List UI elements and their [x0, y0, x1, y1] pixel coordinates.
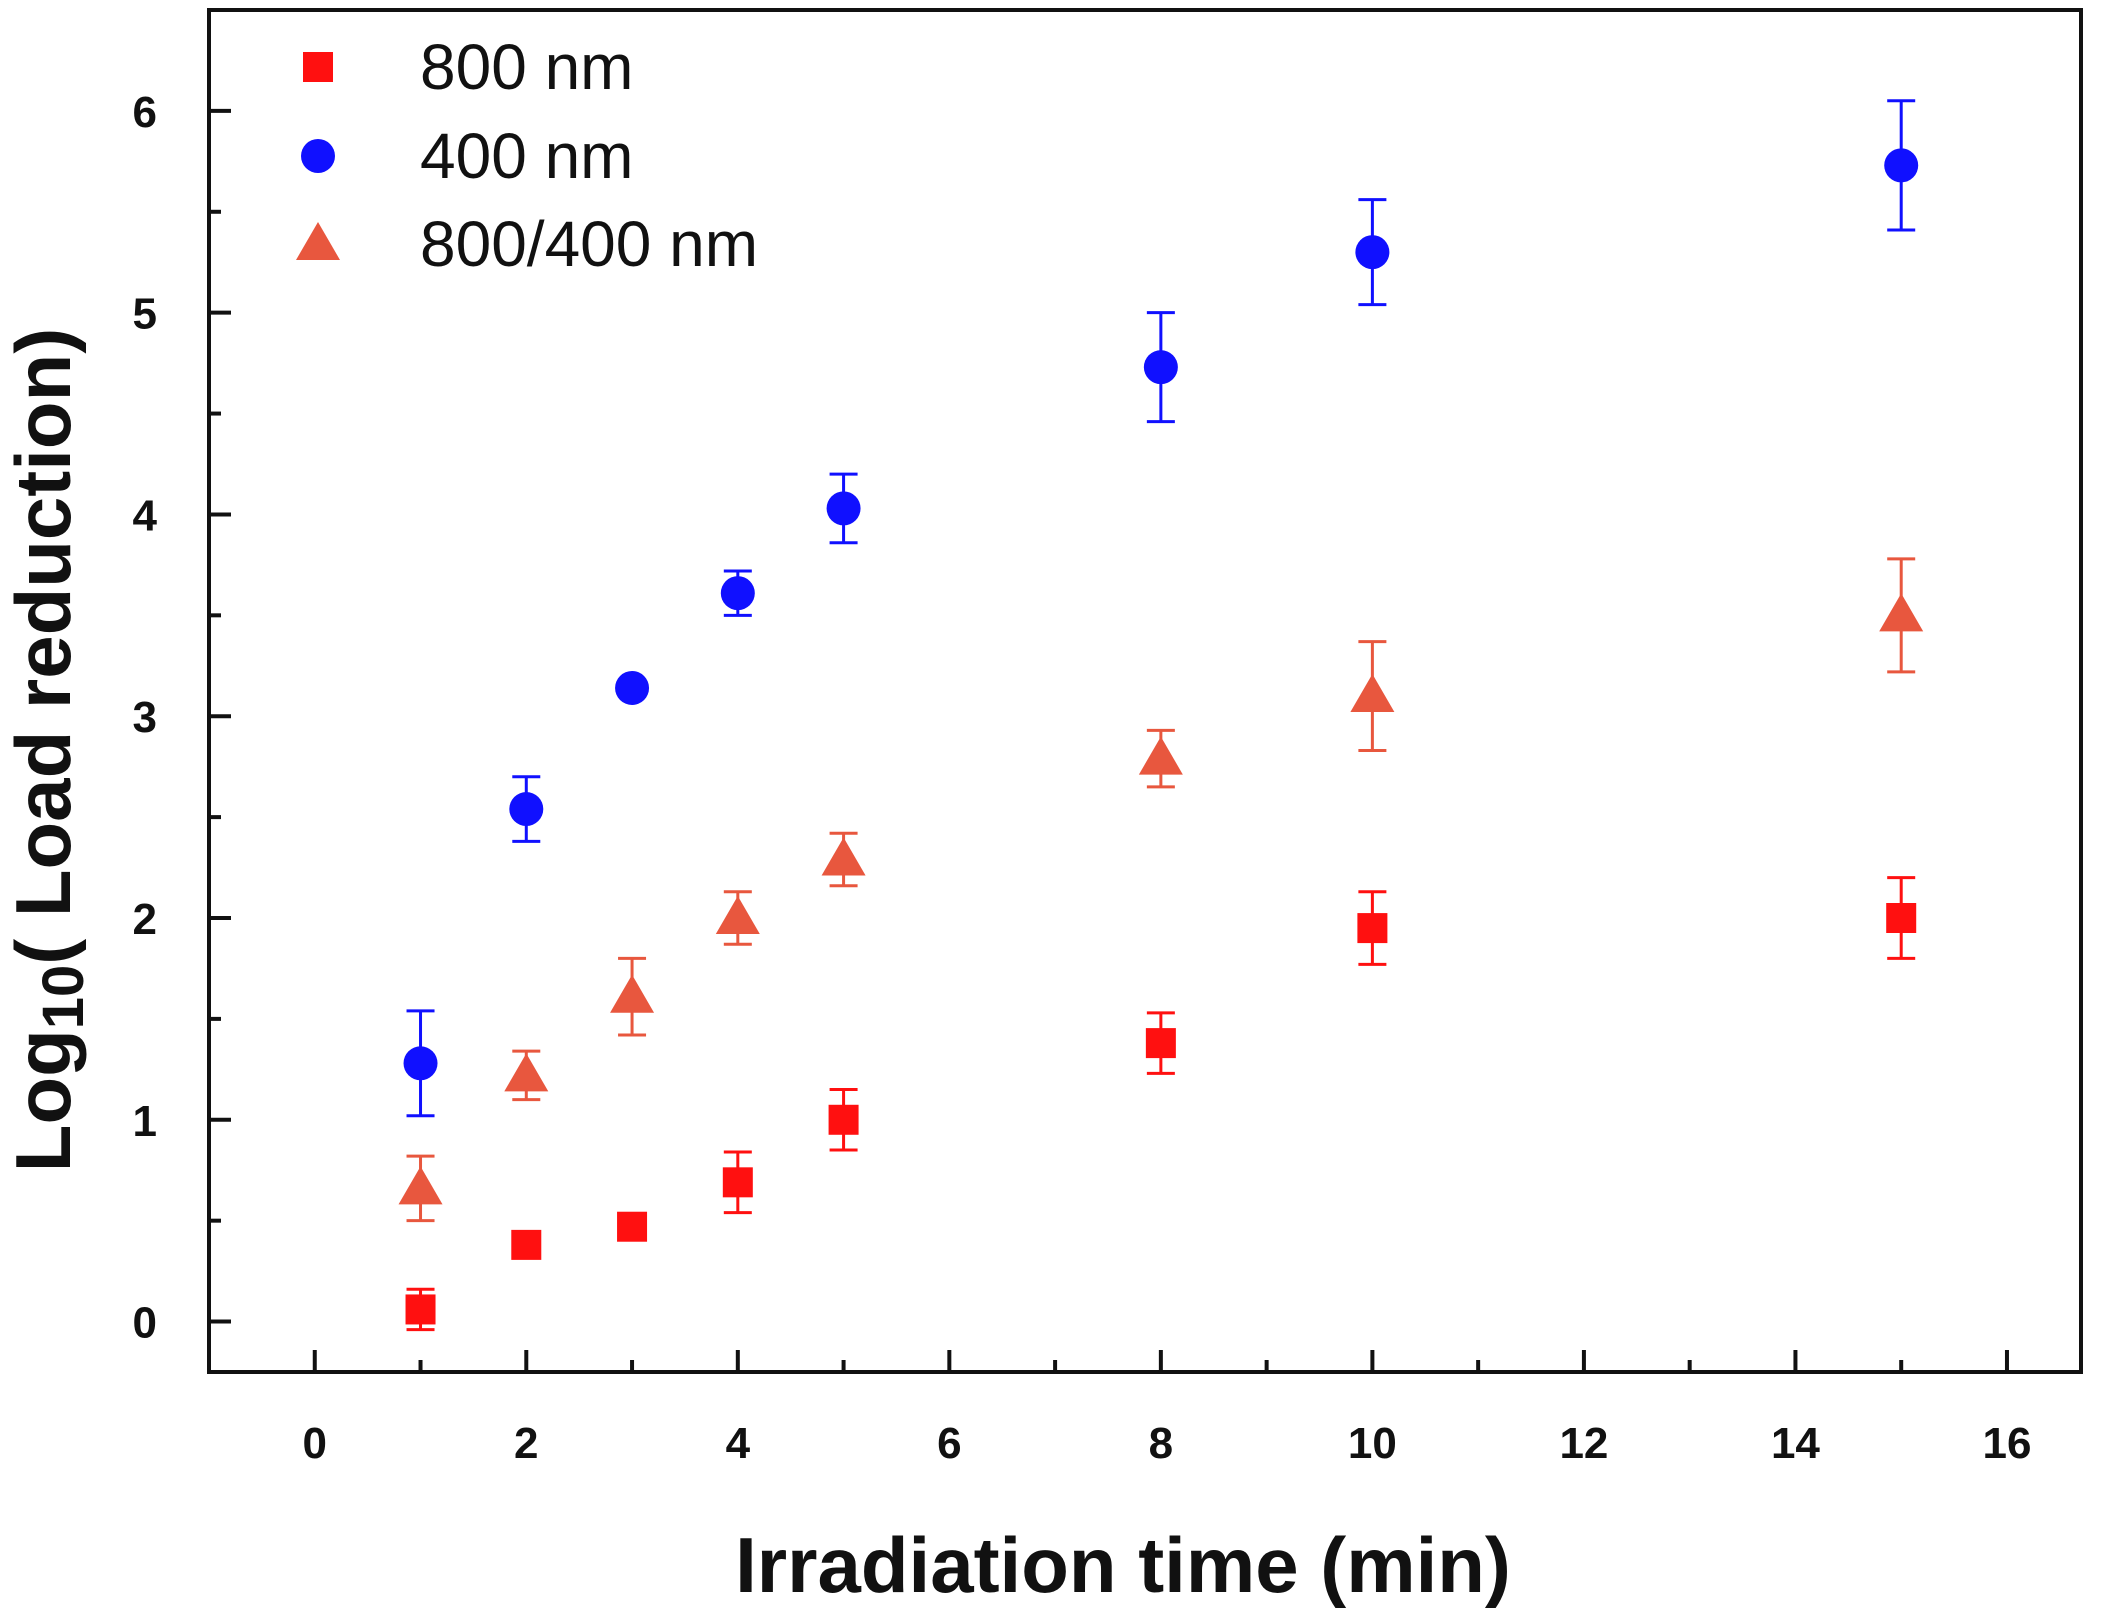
- y-axis-title-rest: ( Load reduction): [0, 328, 87, 965]
- legend-marker: [301, 139, 335, 173]
- y-tick-label: 6: [133, 88, 157, 137]
- data-point: [821, 837, 866, 876]
- series-layer: [398, 99, 1924, 1332]
- legend-marker: [296, 222, 340, 260]
- data-point: [405, 1294, 436, 1325]
- x-axis-ticks: 0 2 4 6 8 10 12 14 16: [303, 1350, 2031, 1468]
- x-tick-label: 12: [1559, 1419, 1608, 1468]
- data-point: [617, 1211, 648, 1242]
- y-tick-label: 3: [133, 693, 157, 742]
- data-point: [504, 1053, 549, 1092]
- x-axis-title: Irradiation time (min): [735, 1521, 1511, 1609]
- data-point: [1879, 593, 1924, 632]
- y-axis-title-main: Log: [0, 1029, 87, 1172]
- series-circle: [403, 99, 1919, 1118]
- data-point: [1884, 148, 1919, 183]
- data-point: [1138, 736, 1183, 775]
- legend-label: 400 nm: [420, 120, 633, 192]
- data-point: [1145, 1028, 1176, 1059]
- data-point: [1143, 350, 1178, 385]
- x-tick-label: 4: [726, 1419, 751, 1468]
- data-point: [403, 1046, 438, 1081]
- x-tick-label: 8: [1149, 1419, 1173, 1468]
- data-point: [1350, 674, 1395, 713]
- y-tick-label: 5: [133, 290, 157, 339]
- data-point: [720, 576, 755, 611]
- data-point: [826, 491, 861, 526]
- legend: 800 nm 400 nm 800/400 nm: [296, 31, 758, 280]
- data-point: [1355, 235, 1390, 270]
- plot-frame: [207, 8, 2083, 1374]
- x-tick-label: 0: [303, 1419, 327, 1468]
- y-tick-label: 2: [133, 895, 157, 944]
- data-point: [828, 1104, 859, 1135]
- x-tick-label: 2: [514, 1419, 538, 1468]
- y-axis-title: Log10( Load reduction): [0, 328, 96, 1172]
- x-tick-label: 16: [1982, 1419, 2031, 1468]
- data-point: [511, 1229, 542, 1260]
- y-tick-label: 1: [133, 1097, 157, 1146]
- y-tick-label: 0: [133, 1299, 157, 1348]
- legend-label: 800/400 nm: [420, 208, 758, 280]
- data-point: [509, 792, 544, 827]
- data-point: [610, 974, 655, 1013]
- legend-label: 800 nm: [420, 31, 633, 103]
- x-tick-label: 10: [1348, 1419, 1397, 1468]
- data-point: [1357, 913, 1388, 944]
- data-point: [1886, 903, 1917, 933]
- data-point: [398, 1166, 443, 1205]
- y-axis-ticks: 0 1 2 3 4 5 6: [133, 88, 231, 1348]
- y-axis-title-subscript: 10: [31, 965, 96, 1030]
- legend-marker: [303, 52, 333, 82]
- x-tick-label: 6: [937, 1419, 961, 1468]
- data-point: [722, 1167, 753, 1198]
- x-tick-label: 14: [1771, 1419, 1820, 1468]
- data-point: [715, 896, 760, 934]
- data-point: [615, 670, 650, 705]
- series-square: [405, 876, 1917, 1332]
- series-triangle: [398, 557, 1924, 1223]
- y-tick-label: 4: [133, 491, 158, 540]
